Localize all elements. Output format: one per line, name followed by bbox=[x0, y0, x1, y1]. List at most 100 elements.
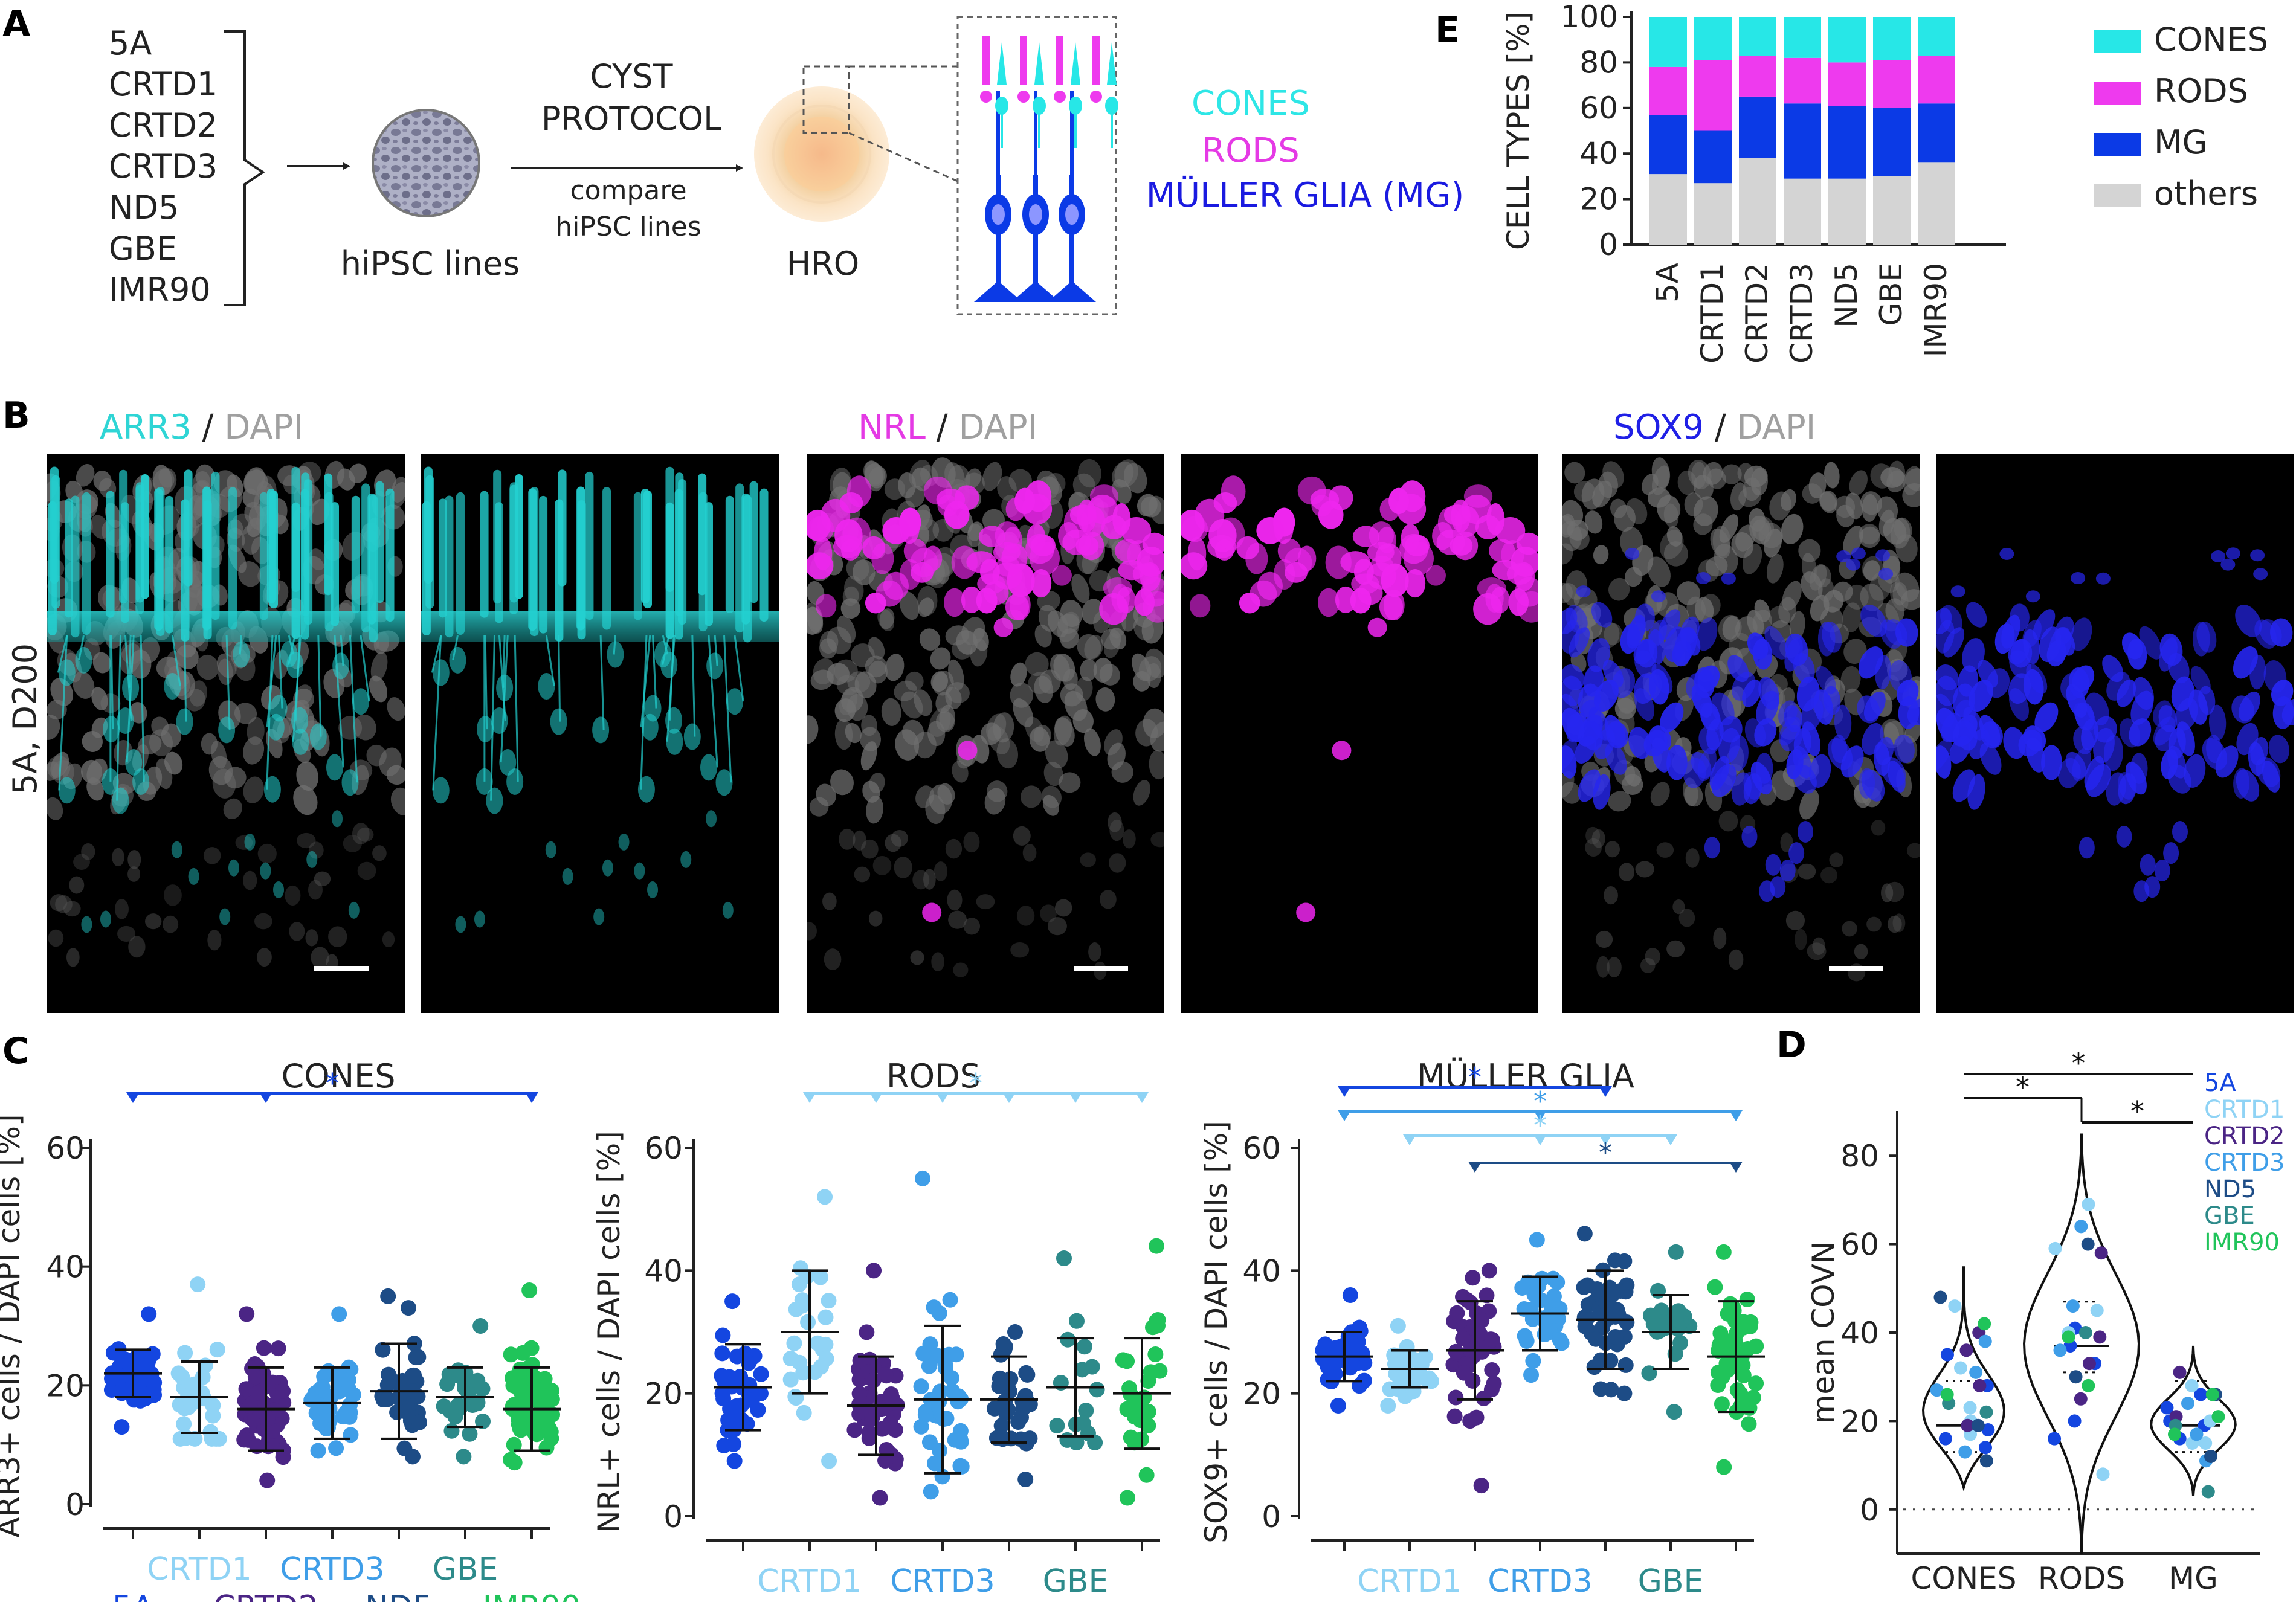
cone-soma-stain bbox=[122, 674, 140, 701]
data-point bbox=[1342, 1287, 1358, 1303]
data-point bbox=[462, 1426, 478, 1442]
data-point bbox=[1712, 1325, 1729, 1342]
data-point bbox=[795, 1365, 811, 1381]
dapi-nucleus bbox=[996, 738, 1018, 769]
data-point bbox=[817, 1309, 834, 1325]
y-tick-label: 60 bbox=[644, 1131, 683, 1166]
cone-outer-segment-stain bbox=[324, 492, 334, 632]
rod-nucleus-stain bbox=[1029, 541, 1060, 576]
data-point bbox=[1959, 1343, 1973, 1357]
micro-image-arr3-merged bbox=[47, 454, 405, 1013]
dapi-nucleus bbox=[987, 725, 1010, 754]
dapi-nucleus bbox=[894, 680, 917, 701]
cone-soma-stain bbox=[176, 708, 193, 735]
data-point bbox=[1963, 1401, 1977, 1415]
cone-outer-segment-stain bbox=[156, 486, 165, 637]
mg-nucleus-stain bbox=[1697, 665, 1720, 692]
data-point bbox=[859, 1324, 875, 1340]
significance-marker bbox=[1338, 1086, 1351, 1097]
dapi-nucleus bbox=[390, 787, 405, 816]
dapi-nucleus bbox=[862, 780, 880, 803]
legend-5a: 5A bbox=[2204, 1069, 2236, 1097]
mg-cell-endfoot bbox=[974, 281, 1022, 302]
cone-outer-segment-stain bbox=[743, 495, 752, 643]
data-point bbox=[1605, 1286, 1621, 1302]
marker-name: SOX9 bbox=[1613, 408, 1704, 447]
dapi-nucleus bbox=[1072, 473, 1095, 498]
data-point bbox=[1049, 1418, 1065, 1434]
data-point bbox=[950, 1394, 966, 1410]
mg-nucleus-stain bbox=[1889, 660, 1912, 693]
rod-nucleus-stain-isolated bbox=[958, 741, 978, 761]
data-point bbox=[1417, 1349, 1433, 1365]
cone-soma-stain bbox=[666, 728, 683, 755]
micro-image-arr3-single bbox=[421, 454, 779, 1013]
data-point bbox=[1465, 1270, 1481, 1286]
mg-nucleus-stain-upper bbox=[1875, 549, 1891, 562]
data-point bbox=[475, 1413, 491, 1429]
dapi-nucleus-faint bbox=[285, 885, 301, 906]
legend-crtd2: CRTD2 bbox=[2204, 1122, 2285, 1150]
dapi-nucleus bbox=[1705, 556, 1728, 577]
cone-outer-segment-stain bbox=[202, 486, 211, 631]
dapi-nucleus bbox=[47, 715, 60, 740]
cone-soma-stain bbox=[117, 707, 134, 734]
rod-nucleus-stain bbox=[1101, 515, 1127, 540]
mg-nucleus-stain-upper bbox=[1651, 590, 1666, 603]
data-point bbox=[851, 1396, 868, 1412]
legend-label-mg: MG bbox=[2154, 123, 2207, 161]
cone-soma-stain bbox=[233, 641, 250, 668]
rod-nucleus-stain bbox=[876, 580, 903, 607]
cone-axon-stain bbox=[723, 635, 732, 783]
cone-outer-segment-stain bbox=[509, 484, 518, 614]
cone-terminal-stain bbox=[647, 881, 659, 898]
dapi-nucleus-faint bbox=[357, 861, 376, 880]
data-point bbox=[1607, 1328, 1624, 1345]
mg-nucleus-stain bbox=[1875, 736, 1894, 765]
data-point bbox=[456, 1449, 472, 1465]
data-point bbox=[1127, 1397, 1144, 1414]
mg-nucleus-stain bbox=[1634, 650, 1657, 678]
dapi-nucleus-faint bbox=[1829, 852, 1844, 867]
data-point bbox=[396, 1440, 413, 1456]
mg-nucleus-stain-upper bbox=[1576, 585, 1591, 598]
data-point bbox=[953, 1433, 969, 1450]
dapi-nucleus bbox=[212, 768, 236, 799]
dapi-nucleus-faint bbox=[976, 894, 995, 910]
data-point bbox=[993, 1418, 1010, 1434]
dapi-nucleus bbox=[1602, 461, 1624, 489]
dapi-nucleus-faint bbox=[1604, 886, 1618, 905]
dapi-nucleus bbox=[1863, 560, 1880, 581]
dapi-nucleus-faint bbox=[73, 854, 90, 870]
significance-star: * bbox=[2016, 1071, 2030, 1104]
mg-nucleus-stain bbox=[1827, 738, 1853, 770]
significance-marker bbox=[525, 1092, 538, 1103]
data-point bbox=[1979, 1405, 1993, 1419]
data-point bbox=[1018, 1365, 1034, 1381]
data-point bbox=[141, 1306, 157, 1322]
cone-soma-stain bbox=[700, 754, 717, 781]
data-point bbox=[715, 1327, 731, 1343]
dapi-nucleus bbox=[1008, 469, 1032, 493]
dapi-nucleus-faint bbox=[1635, 861, 1654, 878]
dapi-nucleus-faint bbox=[854, 866, 871, 883]
cone-outer-segment-stain bbox=[361, 483, 370, 633]
dapi-nucleus-faint bbox=[912, 870, 930, 890]
data-point bbox=[1473, 1478, 1489, 1494]
dapi-nucleus-faint bbox=[891, 829, 908, 847]
data-point bbox=[511, 1417, 527, 1433]
cone-terminal-stain bbox=[634, 862, 645, 880]
dapi-nucleus bbox=[1878, 509, 1895, 537]
mg-nucleus-stain-lower bbox=[1770, 876, 1786, 898]
dapi-nucleus bbox=[1084, 635, 1104, 660]
dapi-nucleus bbox=[1823, 590, 1844, 613]
rod-nucleus-stain bbox=[1250, 580, 1277, 607]
x-tick-label-crtd2: CRTD2 bbox=[213, 1589, 318, 1602]
data-point bbox=[1517, 1328, 1533, 1344]
marker-name: ARR3 bbox=[100, 408, 192, 447]
data-point bbox=[474, 1380, 491, 1397]
x-tick-label: MG bbox=[2169, 1561, 2218, 1596]
data-point bbox=[2069, 1370, 2083, 1384]
data-point bbox=[877, 1366, 894, 1383]
retina-cell-schematic bbox=[974, 36, 1118, 302]
